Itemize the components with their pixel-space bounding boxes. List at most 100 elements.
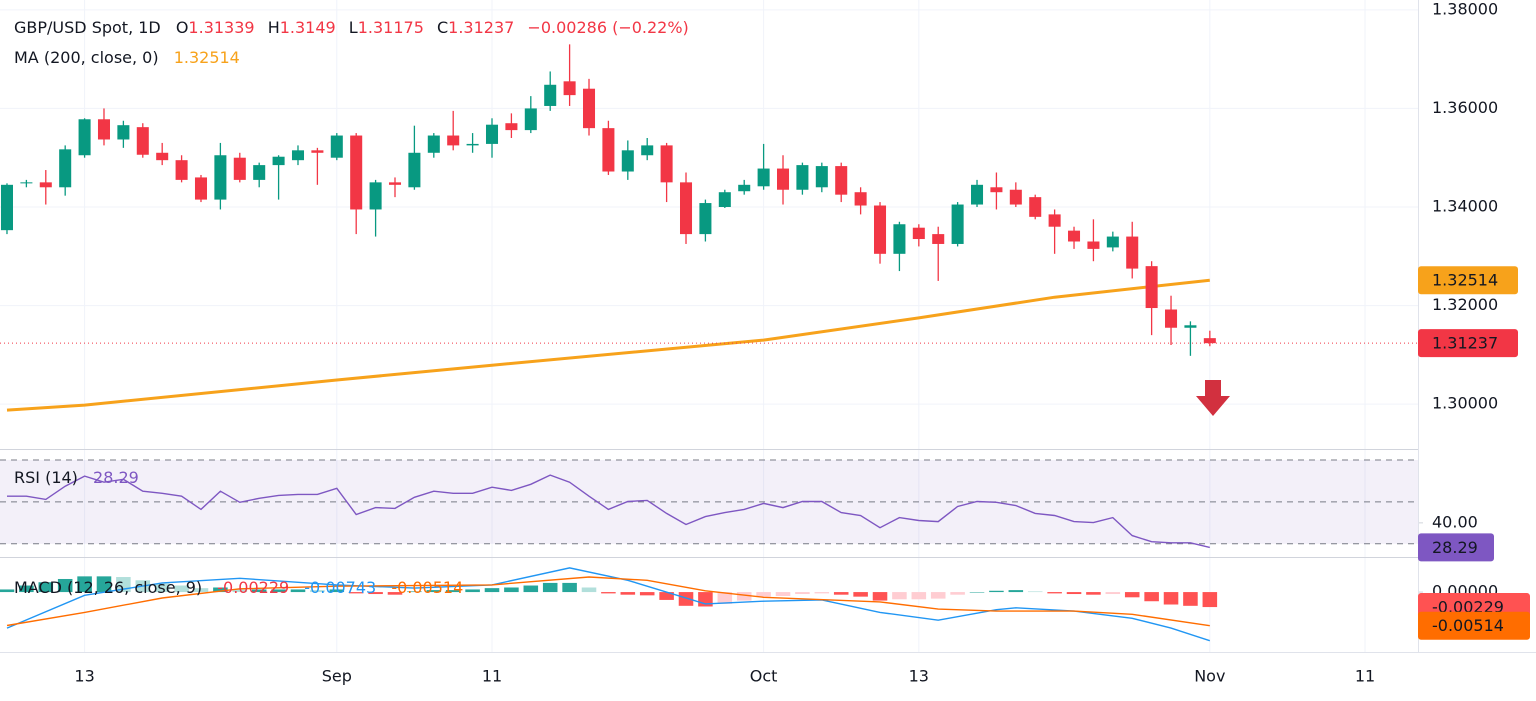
candle-body (971, 184, 984, 205)
histogram-bar (387, 592, 403, 595)
ma-line (6, 278, 1210, 412)
x-tick-label: 13 (74, 667, 94, 686)
histogram-bar (775, 592, 791, 596)
y-tick-label: 1.30000 (1432, 394, 1498, 413)
histogram-bar (1163, 592, 1179, 605)
histogram-bar (1105, 592, 1121, 595)
histogram-bar (290, 589, 306, 593)
price-box (1418, 266, 1518, 295)
ohlc-value: 1.31339 (188, 18, 254, 37)
histogram-bar (368, 592, 383, 595)
histogram-bar (833, 592, 849, 595)
candle-body (718, 192, 731, 207)
histogram-bar (0, 589, 15, 593)
histogram-bar (581, 587, 597, 593)
candle-body (990, 187, 1003, 193)
candle-body (621, 150, 634, 172)
candle-body (117, 125, 130, 140)
histogram-bar (310, 590, 325, 593)
candle-body (97, 119, 111, 140)
histogram-bar (620, 592, 636, 595)
histogram-bar (213, 587, 228, 593)
macd-value: -0.00743 (304, 578, 376, 597)
x-tick-label: 11 (482, 667, 502, 686)
histogram-bar (77, 576, 92, 593)
candle-body (1203, 338, 1216, 344)
candle-body (427, 135, 440, 153)
ma-value: 1.32514 (174, 48, 240, 67)
candle-body (272, 156, 285, 166)
histogram-bar (1183, 592, 1198, 606)
histogram-bar (659, 592, 674, 600)
histogram-bar (756, 592, 771, 597)
y-tick-label: 1.32000 (1432, 295, 1498, 314)
candle-body (136, 127, 149, 155)
histogram-bar (523, 585, 539, 593)
price-box (1418, 533, 1494, 562)
candle-body (1145, 266, 1158, 309)
histogram-bar (19, 585, 34, 593)
histogram-bar (329, 589, 345, 593)
candle-body (330, 135, 343, 158)
candle-body (641, 145, 654, 156)
y-tick-label: 1.34000 (1432, 196, 1498, 215)
rsi-name: RSI (14) (14, 468, 78, 487)
candle-body (796, 165, 809, 190)
histogram-bar (154, 583, 170, 593)
plot (0, 44, 1418, 642)
histogram-bar (736, 592, 752, 601)
candle-body (485, 124, 499, 144)
histogram-bar (930, 592, 946, 599)
candle-body (194, 177, 208, 200)
candle-body (660, 145, 673, 183)
candle-body (874, 205, 887, 254)
candle-body (466, 143, 479, 146)
histogram-bar (892, 592, 907, 600)
ma-legend: MA (200, close, 0) 1.32514 (14, 48, 240, 67)
histogram-bar (814, 592, 830, 594)
ohlc-value: 1.31175 (358, 18, 424, 37)
histogram-bar (348, 592, 364, 594)
x-tick-label: Nov (1194, 667, 1225, 686)
candle-body (1106, 236, 1119, 248)
price-box-label: 1.31237 (1432, 334, 1498, 353)
candle-body (835, 166, 848, 195)
candle-body (815, 166, 828, 188)
histogram-bar (969, 592, 985, 593)
x-tick-label: 13 (909, 667, 929, 686)
ohlc-key: O (176, 18, 189, 37)
candle-body (912, 227, 925, 240)
histogram-bar (717, 592, 733, 604)
histogram-bar (542, 582, 558, 593)
candle-body (233, 157, 246, 180)
histogram-bar (911, 592, 927, 600)
candle-body (1126, 236, 1139, 269)
candle-body (20, 182, 33, 184)
histogram-bar (950, 592, 965, 595)
candle-body (291, 150, 305, 161)
candle-body (544, 84, 557, 106)
candle-body (1068, 230, 1081, 242)
candle-body (854, 192, 867, 206)
histogram-bar (1066, 592, 1082, 595)
candle-body (369, 182, 382, 210)
histogram-bar (1086, 592, 1101, 595)
candle-body (156, 152, 169, 161)
candle-body (1009, 189, 1022, 205)
candle-body (0, 184, 13, 231)
candle-body (563, 81, 576, 96)
histogram-bar (1124, 592, 1140, 598)
candle-body (932, 234, 945, 244)
candle-body (311, 150, 324, 153)
rsi-legend: RSI (14) 28.29 (14, 468, 139, 487)
y-tick-label: 1.36000 (1432, 98, 1498, 117)
candle-body (679, 182, 693, 235)
histogram-bar (445, 590, 461, 593)
candle-body (59, 149, 72, 188)
y-tick-label: 1.38000 (1432, 0, 1498, 18)
histogram-bar (38, 582, 54, 593)
candle-body (1048, 214, 1061, 227)
histogram-bar (601, 592, 616, 594)
